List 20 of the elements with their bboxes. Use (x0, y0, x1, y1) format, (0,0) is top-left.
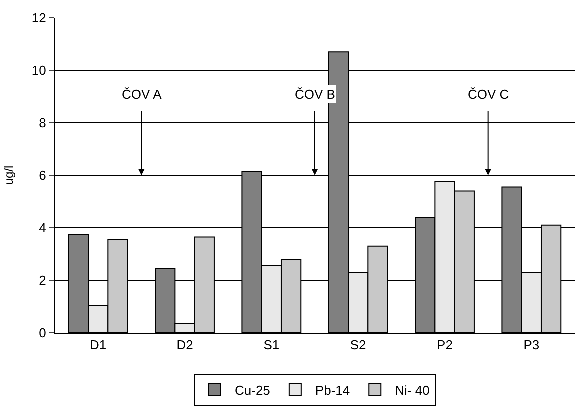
y-tick-label: 10 (32, 63, 46, 78)
legend-label: Ni- 40 (395, 382, 430, 398)
x-tick-label: P2 (437, 338, 453, 353)
x-tick-label: D2 (176, 338, 194, 353)
x-tick-label: S1 (264, 338, 280, 353)
x-tick-label: S2 (350, 338, 366, 353)
y-tick-label: 0 (39, 326, 46, 341)
annotation: ČOV A (122, 87, 162, 102)
legend-label: Pb-14 (315, 382, 350, 398)
annotation: ČOV B (295, 87, 336, 102)
y-axis-title: ug/l (2, 166, 16, 186)
y-tick-label: 6 (39, 168, 46, 184)
y-tick-label: 8 (39, 116, 46, 131)
x-tick-label: P3 (524, 338, 540, 353)
y-tick-label: 2 (39, 273, 46, 288)
annotation: ČOV C (468, 87, 510, 102)
legend-label: Cu-25 (235, 382, 270, 398)
y-tick-label: 12 (32, 10, 46, 26)
x-tick-label: D1 (90, 338, 107, 353)
y-tick-label: 4 (39, 220, 46, 236)
